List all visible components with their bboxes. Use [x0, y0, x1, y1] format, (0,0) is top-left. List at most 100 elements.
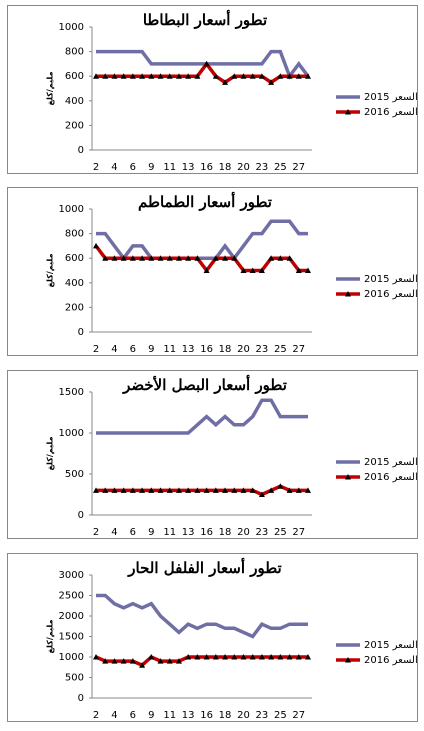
point-marker: [277, 255, 284, 261]
y-axis-label: مليم/كلغ: [46, 253, 55, 287]
x-tick-label: 2: [93, 527, 99, 538]
legend-label: السعر 2015: [364, 640, 418, 651]
point-marker: [157, 255, 164, 261]
point-marker: [111, 255, 118, 261]
point-marker: [212, 73, 219, 79]
x-tick-label: 13: [182, 162, 195, 173]
x-tick-label: 2: [93, 710, 99, 721]
series-line: [96, 219, 308, 262]
x-tick-label: 27: [292, 344, 305, 355]
point-marker: [139, 73, 146, 79]
x-tick-label: 16: [200, 162, 213, 173]
x-tick-label: 23: [256, 710, 269, 721]
point-marker: [277, 654, 284, 660]
point-marker: [286, 654, 293, 660]
point-marker: [148, 255, 155, 261]
y-tick-label: 200: [65, 120, 84, 131]
x-tick-label: 16: [200, 710, 213, 721]
point-marker: [277, 73, 284, 79]
point-marker: [305, 487, 311, 493]
x-tick-label: 20: [237, 527, 250, 538]
point-marker: [258, 654, 265, 660]
x-tick-label: 18: [219, 710, 232, 721]
x-tick-label: 25: [274, 344, 287, 355]
x-tick-label: 18: [219, 527, 232, 538]
x-tick-label: 6: [130, 527, 136, 538]
point-marker: [212, 487, 219, 493]
point-marker: [203, 654, 210, 660]
y-tick-label: 400: [65, 96, 84, 107]
point-marker: [268, 487, 275, 493]
chart-title: تطور أسعار الفلفل الحار: [127, 557, 281, 577]
series-line: [96, 398, 308, 435]
chart-title: تطور أسعار الطماطم: [138, 191, 272, 211]
x-tick-label: 13: [182, 344, 195, 355]
legend-label: السعر 2016: [364, 289, 418, 300]
point-marker: [249, 654, 256, 660]
y-tick-label: 1000: [59, 652, 84, 663]
y-tick-label: 0: [78, 693, 84, 704]
point-marker: [240, 73, 247, 79]
point-marker: [148, 654, 155, 660]
point-marker: [203, 267, 210, 273]
legend-marker: [345, 474, 351, 480]
point-marker: [231, 255, 238, 261]
point-marker: [157, 487, 164, 493]
legend-marker: [345, 291, 351, 297]
x-tick-label: 4: [111, 162, 117, 173]
x-tick-label: 9: [148, 344, 154, 355]
point-marker: [166, 255, 173, 261]
point-marker: [129, 487, 136, 493]
point-marker: [305, 73, 311, 79]
point-marker: [212, 654, 219, 660]
point-marker: [111, 73, 118, 79]
point-marker: [286, 487, 293, 493]
x-tick-label: 4: [111, 527, 117, 538]
point-marker: [295, 267, 302, 273]
y-tick-label: 1500: [59, 632, 84, 643]
x-tick-label: 20: [237, 162, 250, 173]
point-marker: [295, 654, 302, 660]
point-marker: [240, 487, 247, 493]
point-marker: [203, 60, 210, 67]
point-marker: [93, 73, 99, 79]
y-tick-label: 1000: [59, 22, 84, 33]
x-tick-label: 25: [274, 527, 287, 538]
x-tick-label: 20: [237, 344, 250, 355]
point-marker: [231, 654, 238, 660]
point-marker: [222, 255, 229, 261]
x-tick-label: 11: [163, 710, 176, 721]
series-line: [96, 593, 308, 639]
point-marker: [185, 654, 192, 660]
legend-label: السعر 2016: [364, 472, 418, 483]
point-marker: [305, 654, 311, 660]
y-tick-label: 0: [78, 510, 84, 521]
point-marker: [268, 255, 275, 261]
point-marker: [166, 487, 173, 493]
y-tick-label: 2000: [59, 611, 84, 622]
point-marker: [120, 73, 127, 79]
x-tick-label: 6: [130, 344, 136, 355]
chart-panel: تطور أسعار البطاطا 0 200 400 600 800 1000 مليم/…: [7, 5, 418, 174]
x-tick-label: 23: [256, 162, 269, 173]
point-marker: [129, 255, 136, 261]
x-tick-label: 27: [292, 527, 305, 538]
point-marker: [148, 73, 155, 79]
y-tick-label: 800: [65, 47, 84, 58]
point-marker: [102, 658, 109, 664]
point-marker: [258, 73, 265, 79]
legend-label: السعر 2016: [364, 107, 418, 118]
x-tick-label: 9: [148, 527, 154, 538]
point-marker: [129, 73, 136, 79]
point-marker: [139, 255, 146, 261]
point-marker: [240, 267, 247, 273]
panel-border: [7, 5, 418, 174]
point-marker: [194, 73, 201, 79]
x-tick-label: 13: [182, 710, 195, 721]
chart-panel: تطور أسعار البصل الأخضر 0 500 1000 1500 مليم/…: [7, 370, 418, 539]
x-tick-label: 11: [163, 344, 176, 355]
point-marker: [120, 658, 127, 664]
y-tick-label: 500: [65, 469, 84, 480]
x-tick-label: 4: [111, 710, 117, 721]
